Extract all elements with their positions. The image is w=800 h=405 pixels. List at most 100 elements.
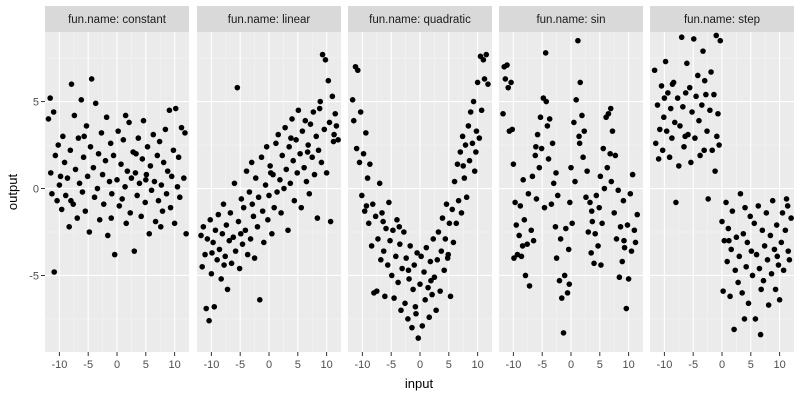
- data-point: [330, 138, 337, 145]
- data-point: [711, 91, 717, 98]
- data-point: [753, 251, 760, 258]
- data-point: [455, 197, 462, 204]
- x-tick-label: -10: [354, 359, 370, 371]
- data-point: [146, 230, 153, 237]
- data-point: [138, 213, 144, 220]
- data-point: [183, 230, 189, 237]
- data-point: [356, 159, 363, 166]
- data-point: [158, 182, 165, 188]
- data-point: [546, 116, 553, 122]
- data-point: [250, 213, 257, 220]
- x-tick-label: 0: [114, 359, 120, 371]
- data-point: [732, 267, 739, 274]
- data-point: [588, 208, 595, 214]
- data-point: [749, 272, 756, 279]
- data-point: [504, 62, 510, 68]
- data-point: [453, 220, 460, 227]
- data-point: [209, 250, 215, 256]
- data-point: [576, 140, 583, 147]
- data-point: [295, 107, 302, 114]
- data-point: [521, 217, 528, 223]
- data-point: [133, 150, 139, 157]
- data-point: [293, 137, 299, 143]
- data-point: [147, 163, 154, 169]
- data-point: [136, 180, 143, 187]
- data-point: [661, 114, 667, 121]
- data-point: [764, 257, 771, 263]
- data-point: [526, 283, 533, 289]
- data-point: [604, 164, 611, 171]
- data-point: [585, 229, 592, 235]
- data-point: [765, 302, 772, 308]
- data-point: [235, 218, 242, 225]
- data-point: [621, 244, 628, 251]
- data-point: [673, 199, 679, 206]
- facet-strip: [197, 6, 341, 32]
- data-point: [674, 95, 681, 101]
- data-point: [331, 131, 337, 138]
- data-point: [403, 255, 409, 261]
- data-point: [788, 215, 794, 221]
- data-point: [407, 243, 414, 249]
- data-point: [68, 197, 74, 204]
- data-point: [600, 145, 607, 152]
- data-point: [52, 152, 59, 159]
- data-point: [769, 197, 776, 204]
- data-point: [566, 281, 573, 287]
- data-point: [775, 262, 782, 268]
- data-point: [239, 241, 246, 247]
- x-tick-label: 5: [597, 359, 603, 371]
- data-point: [166, 107, 173, 114]
- data-point: [774, 253, 781, 260]
- data-point: [474, 79, 481, 86]
- data-point: [509, 126, 516, 133]
- data-point: [767, 232, 774, 239]
- data-point: [413, 310, 419, 317]
- data-point: [122, 183, 128, 190]
- data-point: [405, 267, 412, 274]
- data-point: [148, 187, 155, 194]
- x-tick-label: -5: [386, 359, 396, 371]
- data-point: [446, 220, 453, 227]
- data-point: [365, 220, 372, 227]
- data-point: [723, 199, 729, 206]
- data-point: [460, 163, 467, 169]
- data-point: [597, 173, 604, 180]
- data-point: [567, 199, 573, 206]
- data-point: [712, 168, 718, 174]
- data-point: [353, 145, 360, 152]
- data-point: [467, 109, 474, 115]
- data-point: [768, 270, 775, 277]
- data-point: [207, 217, 214, 223]
- data-point: [592, 230, 598, 237]
- data-point: [461, 175, 468, 181]
- data-point: [560, 330, 567, 336]
- data-point: [267, 163, 273, 169]
- data-point: [82, 208, 89, 214]
- data-point: [171, 220, 178, 227]
- data-point: [387, 237, 393, 244]
- data-point: [629, 171, 636, 178]
- data-point: [735, 279, 741, 286]
- data-point: [430, 236, 437, 242]
- data-point: [517, 203, 524, 209]
- data-point: [462, 142, 469, 148]
- data-point: [79, 189, 86, 195]
- data-point: [719, 218, 725, 225]
- data-point: [745, 300, 752, 307]
- facet-strip: [499, 6, 643, 32]
- data-point: [88, 76, 95, 82]
- data-point: [159, 208, 166, 214]
- data-point: [439, 215, 446, 221]
- data-point: [91, 194, 98, 201]
- data-point: [736, 253, 743, 260]
- data-point: [369, 201, 376, 207]
- data-point: [302, 117, 309, 124]
- data-point: [654, 102, 661, 108]
- data-point: [743, 263, 749, 270]
- data-point: [378, 257, 384, 263]
- data-point: [778, 239, 785, 246]
- data-point: [707, 107, 713, 114]
- data-point: [473, 128, 480, 134]
